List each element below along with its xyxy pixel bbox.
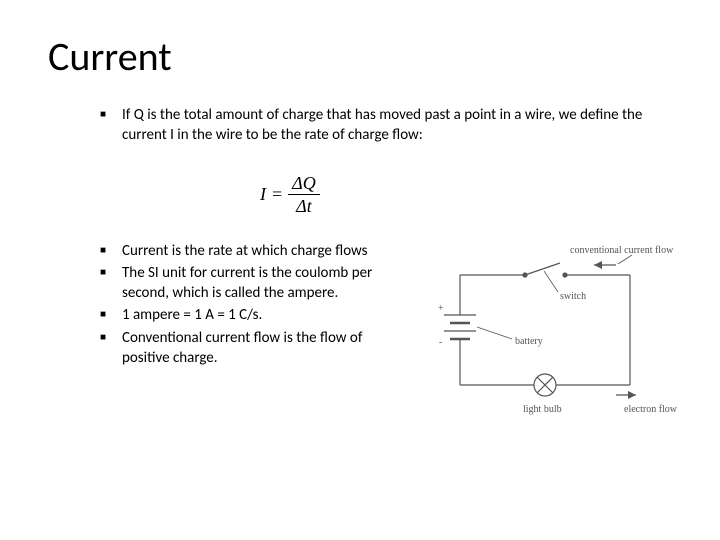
bottom-bullet-list: Current is the rate at which charge flow… (100, 241, 400, 369)
circuit-diagram: + - switch conventional current flow bat… (420, 245, 690, 435)
lower-text-column: Current is the rate at which charge flow… (100, 241, 400, 371)
switch-arm (525, 263, 560, 275)
list-item: 1 ampere = 1 A = 1 C/s. (100, 305, 400, 325)
light-bulb-label: light bulb (523, 404, 562, 415)
leader-line (477, 327, 512, 339)
equation-block: I = ΔQ Δt (100, 148, 672, 241)
list-item: The SI unit for current is the coulomb p… (100, 263, 400, 304)
conventional-current-label: conventional current flow (570, 245, 674, 256)
equation-fraction: ΔQ Δt (288, 174, 320, 215)
circuit-diagram-column: + - switch conventional current flow bat… (420, 241, 690, 440)
page-title: Current (48, 32, 672, 81)
lower-row: Current is the rate at which charge flow… (100, 241, 672, 440)
battery-label: battery (515, 336, 543, 347)
battery-plus-label: + (438, 303, 444, 314)
list-item: Conventional current flow is the flow of… (100, 328, 400, 369)
battery-minus-label: - (439, 337, 442, 348)
leader-line (618, 255, 632, 264)
top-bullet-list: If Q is the total amount of charge that … (100, 105, 672, 146)
list-item: Current is the rate at which charge flow… (100, 241, 400, 261)
slide: Current If Q is the total amount of char… (0, 0, 720, 540)
content-area: If Q is the total amount of charge that … (48, 105, 672, 440)
electron-flow-label: electron flow (624, 404, 678, 415)
electron-arrow-head (628, 391, 636, 399)
equation: I = ΔQ Δt (260, 174, 320, 215)
list-item: If Q is the total amount of charge that … (100, 105, 672, 146)
switch-label: switch (560, 291, 586, 302)
equation-denominator: Δt (292, 195, 316, 215)
equation-equals: = (272, 184, 282, 205)
conventional-arrow-head (594, 261, 602, 269)
equation-numerator: ΔQ (288, 174, 320, 195)
equation-lhs: I (260, 184, 266, 205)
leader-line (544, 271, 558, 292)
